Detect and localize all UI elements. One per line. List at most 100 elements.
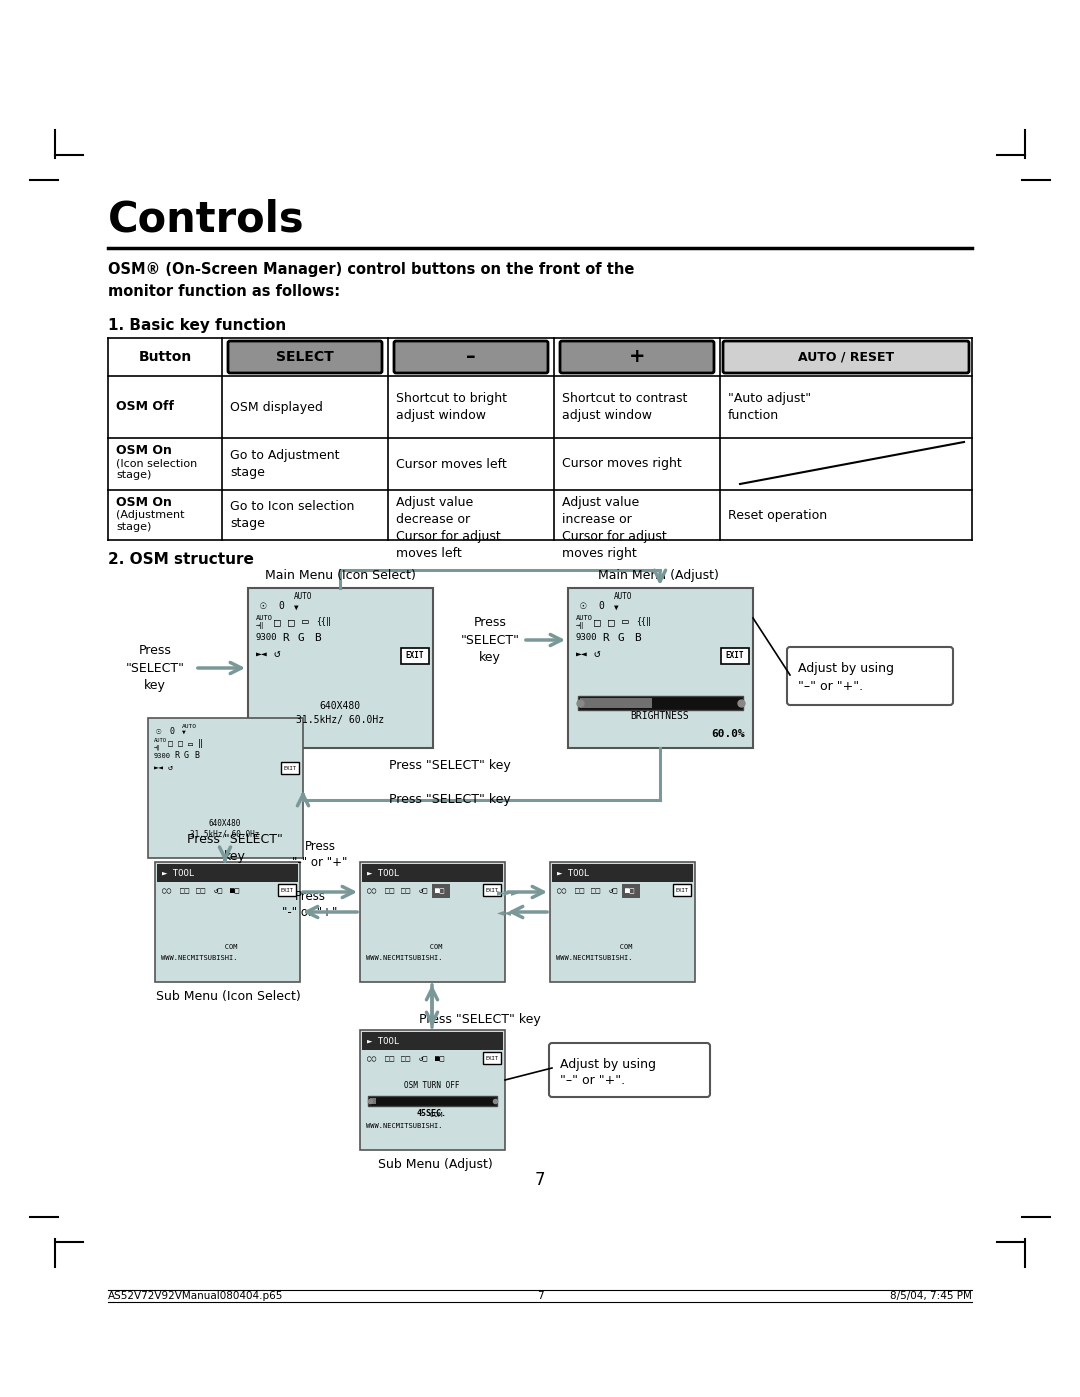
Text: Adjust value
decrease or
Cursor for adjust
moves left: Adjust value decrease or Cursor for adju… xyxy=(396,496,501,560)
Text: ○○: ○○ xyxy=(367,1055,376,1063)
Text: COM: COM xyxy=(366,1112,443,1118)
Text: □□: □□ xyxy=(401,1055,410,1063)
Text: WWW.NECMITSUBISHI.: WWW.NECMITSUBISHI. xyxy=(366,956,443,961)
Text: ► TOOL: ► TOOL xyxy=(557,869,590,877)
Bar xyxy=(483,1052,501,1065)
Text: Sub Menu (Icon Select): Sub Menu (Icon Select) xyxy=(156,990,300,1003)
Bar xyxy=(148,718,303,858)
FancyBboxPatch shape xyxy=(723,341,969,373)
Text: □□: □□ xyxy=(401,887,410,895)
Text: ▭: ▭ xyxy=(302,617,309,627)
Text: ► TOOL: ► TOOL xyxy=(367,1037,400,1045)
Bar xyxy=(550,862,696,982)
Text: □: □ xyxy=(288,617,295,627)
Bar xyxy=(673,884,691,895)
Text: Go to Icon selection
stage: Go to Icon selection stage xyxy=(230,500,354,529)
Text: AUTO
→‖: AUTO →‖ xyxy=(256,615,273,629)
Text: Press "SELECT" key: Press "SELECT" key xyxy=(419,1013,541,1027)
Text: WWW.NECMITSUBISHI.: WWW.NECMITSUBISHI. xyxy=(556,956,633,961)
Text: AUTO
▼: AUTO ▼ xyxy=(183,724,197,735)
Text: ▭: ▭ xyxy=(622,617,629,627)
FancyBboxPatch shape xyxy=(561,341,714,373)
Text: Press "SELECT" key: Press "SELECT" key xyxy=(389,760,511,773)
Bar xyxy=(580,698,652,708)
Text: B: B xyxy=(634,633,640,643)
Text: (Icon selection
stage): (Icon selection stage) xyxy=(116,458,198,481)
Text: {{‖: {{‖ xyxy=(316,617,330,626)
Text: 0: 0 xyxy=(278,601,284,610)
Bar xyxy=(622,884,640,898)
Text: OSM® (On-Screen Manager) control buttons on the front of the
monitor function as: OSM® (On-Screen Manager) control buttons… xyxy=(108,263,634,299)
Text: AUTO
→‖: AUTO →‖ xyxy=(154,739,167,750)
Text: ↺□: ↺□ xyxy=(214,887,224,895)
Text: "–" or "+".: "–" or "+". xyxy=(561,1074,625,1087)
Text: Cursor moves right: Cursor moves right xyxy=(562,457,681,471)
Bar xyxy=(157,863,298,882)
FancyBboxPatch shape xyxy=(787,647,953,705)
Text: (Adjustment
stage): (Adjustment stage) xyxy=(116,510,185,532)
Text: OSM TURN OFF: OSM TURN OFF xyxy=(404,1080,460,1090)
Text: "–" or "+".: "–" or "+". xyxy=(798,680,863,693)
Text: EXIT: EXIT xyxy=(726,651,744,661)
Text: ► TOOL: ► TOOL xyxy=(367,869,400,877)
Text: □: □ xyxy=(274,617,281,627)
Text: ○○: ○○ xyxy=(557,887,566,895)
Text: 45SEC.: 45SEC. xyxy=(417,1109,447,1119)
Text: 0: 0 xyxy=(598,601,604,610)
Text: ↺: ↺ xyxy=(594,650,600,659)
Text: OSM displayed: OSM displayed xyxy=(230,401,323,414)
Text: Adjust by using: Adjust by using xyxy=(798,662,894,675)
Text: □: □ xyxy=(168,739,173,749)
Text: ↺: ↺ xyxy=(274,650,281,659)
Text: ►◄: ►◄ xyxy=(256,650,268,659)
Text: □□: □□ xyxy=(591,887,600,895)
Text: ↺□: ↺□ xyxy=(419,1055,429,1063)
Text: Press
"-" or "+": Press "-" or "+" xyxy=(293,841,348,869)
Text: □□: □□ xyxy=(384,1055,394,1063)
Text: ◄◄◄: ◄◄◄ xyxy=(497,907,519,916)
Text: AS52V72V92VManual080404.p65: AS52V72V92VManual080404.p65 xyxy=(108,1291,283,1301)
Text: "Auto adjust"
function: "Auto adjust" function xyxy=(728,393,811,422)
Text: □: □ xyxy=(178,739,183,749)
Text: Press "SELECT" key: Press "SELECT" key xyxy=(389,793,511,806)
FancyBboxPatch shape xyxy=(549,1044,710,1097)
Text: ☉: ☉ xyxy=(580,601,586,610)
Text: ☉: ☉ xyxy=(156,728,161,736)
Text: EXIT: EXIT xyxy=(281,887,294,893)
Text: G: G xyxy=(618,633,624,643)
Text: □□: □□ xyxy=(180,887,189,895)
Text: 7: 7 xyxy=(535,1171,545,1189)
Text: R: R xyxy=(602,633,609,643)
Text: ▭: ▭ xyxy=(188,739,193,749)
Text: ■□: ■□ xyxy=(435,1055,444,1063)
Text: B: B xyxy=(314,633,321,643)
Text: 640X480: 640X480 xyxy=(208,819,241,827)
Text: AUTO
▼: AUTO ▼ xyxy=(615,592,633,612)
Text: ■□: ■□ xyxy=(230,887,240,895)
Bar xyxy=(568,588,753,747)
Bar xyxy=(360,1030,505,1150)
Bar xyxy=(578,696,743,710)
Text: 0: 0 xyxy=(170,728,175,736)
Text: 60.0%: 60.0% xyxy=(712,729,745,739)
Bar xyxy=(248,588,433,747)
Text: –: – xyxy=(467,348,476,366)
Bar xyxy=(362,1032,503,1051)
Text: EXIT: EXIT xyxy=(486,1056,499,1060)
Text: G: G xyxy=(298,633,305,643)
FancyBboxPatch shape xyxy=(394,341,548,373)
Text: ■□: ■□ xyxy=(625,887,634,895)
Text: ►►►: ►►► xyxy=(497,887,519,897)
Text: AUTO
→‖: AUTO →‖ xyxy=(576,615,593,629)
Text: Controls: Controls xyxy=(108,198,305,240)
Text: OSM On: OSM On xyxy=(116,496,172,509)
Text: Shortcut to bright
adjust window: Shortcut to bright adjust window xyxy=(396,393,507,422)
Text: ■□: ■□ xyxy=(435,887,444,895)
Bar xyxy=(401,648,429,664)
Text: COM: COM xyxy=(556,944,633,950)
Text: ○○: ○○ xyxy=(162,887,172,895)
Bar xyxy=(370,1098,376,1104)
Bar xyxy=(281,761,299,774)
Text: 2. OSM structure: 2. OSM structure xyxy=(108,552,254,567)
Text: ↺□: ↺□ xyxy=(609,887,618,895)
